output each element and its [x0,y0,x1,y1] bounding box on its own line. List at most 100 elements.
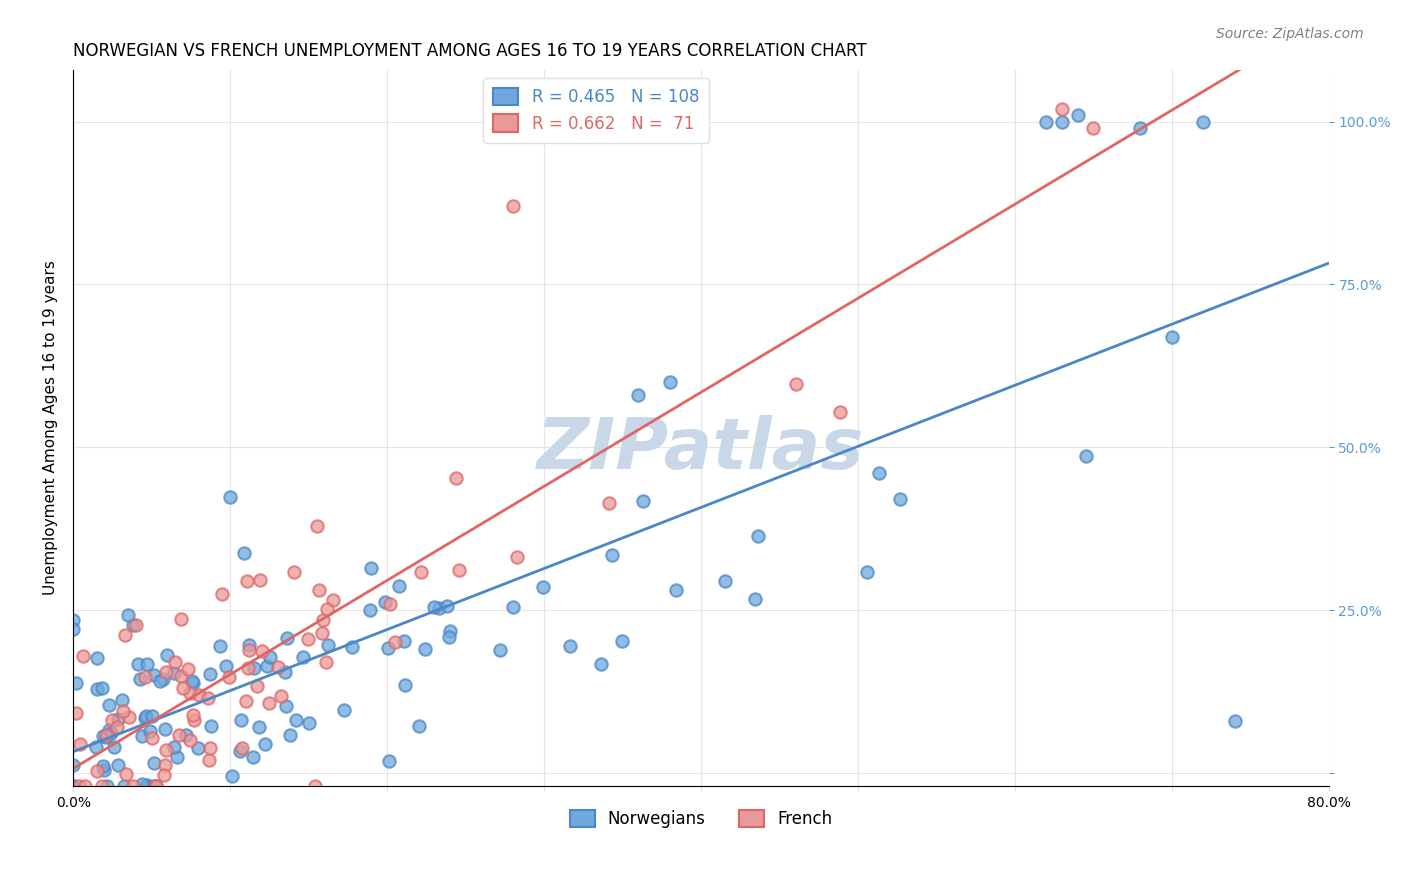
Point [135,779,157,793]
Point [785,377,807,392]
Point [181,708,204,723]
Point [1160,329,1182,343]
Point [72,649,94,664]
Point [243,661,266,675]
Point [377,641,399,656]
Point [100,726,122,740]
Point [332,703,354,717]
Point [359,603,381,617]
Point [531,580,554,594]
Point [1066,108,1088,122]
Point [169,669,191,683]
Point [188,688,211,702]
Point [67,779,90,793]
Point [219,491,242,505]
Point [156,648,179,662]
Point [318,638,340,652]
Point [136,778,159,792]
Point [437,630,460,644]
Point [91,729,114,743]
Point [232,545,254,559]
Point [235,694,257,708]
Point [270,690,292,704]
Point [112,779,135,793]
Point [439,624,461,638]
Point [141,731,163,745]
Point [62,779,84,793]
Point [65,676,87,690]
Point [134,670,156,684]
Point [408,719,430,733]
Point [117,608,139,623]
Point [135,709,157,723]
Point [250,644,273,658]
Point [177,662,200,676]
Point [98,723,121,737]
Point [198,741,221,756]
Point [198,667,221,681]
Point [121,618,143,632]
Point [278,728,301,742]
Point [1083,121,1105,136]
Point [665,583,688,598]
Text: NORWEGIAN VS FRENCH UNEMPLOYMENT AMONG AGES 16 TO 19 YEARS CORRELATION CHART: NORWEGIAN VS FRENCH UNEMPLOYMENT AMONG A… [73,42,868,60]
Point [311,626,333,640]
Point [166,750,188,764]
Point [91,759,114,773]
Point [153,758,176,772]
Point [142,779,165,793]
Point [304,779,326,793]
Point [134,711,156,725]
Point [238,638,260,652]
Point [413,642,436,657]
Point [388,579,411,593]
Point [155,665,177,680]
Point [125,618,148,632]
Point [231,740,253,755]
Point [62,779,84,793]
Point [131,777,153,791]
Point [744,592,766,607]
Point [105,720,128,734]
Point [197,690,219,705]
Point [305,519,328,533]
Point [91,779,114,793]
Point [86,764,108,779]
Point [274,699,297,714]
Point [256,659,278,673]
Point [107,712,129,726]
Text: Source: ZipAtlas.com: Source: ZipAtlas.com [1216,27,1364,41]
Point [378,754,401,768]
Point [103,739,125,754]
Point [747,528,769,542]
Point [187,741,209,756]
Point [75,779,97,793]
Point [121,779,143,793]
Point [86,682,108,697]
Text: ZIPatlas: ZIPatlas [537,415,865,483]
Point [215,659,238,673]
Point [600,549,623,563]
Point [98,698,121,713]
Point [610,634,633,648]
Point [110,693,132,707]
Point [231,713,253,727]
Point [107,758,129,772]
Point [111,704,134,718]
Point [163,739,186,754]
Point [489,642,512,657]
Point [423,600,446,615]
Point [868,467,890,481]
Point [211,587,233,601]
Point [131,729,153,743]
Point [86,651,108,665]
Point [322,592,344,607]
Point [409,566,432,580]
Point [172,681,194,695]
Point [236,574,259,588]
Point [312,613,335,627]
Point [135,657,157,671]
Point [1129,121,1152,136]
Point [198,753,221,767]
Point [167,728,190,742]
